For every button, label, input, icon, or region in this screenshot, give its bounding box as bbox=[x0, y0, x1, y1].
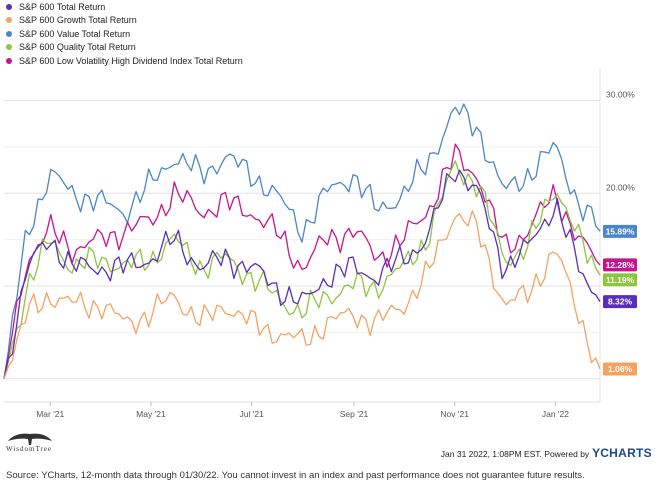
legend-swatch bbox=[6, 17, 12, 24]
series-line bbox=[3, 143, 601, 379]
x-tick-label: May '21 bbox=[136, 409, 166, 419]
end-label-bg bbox=[603, 273, 637, 287]
series-end-label: 15.89% bbox=[603, 224, 637, 238]
legend-item[interactable]: S&P 600 Quality Total Return bbox=[6, 41, 243, 55]
series-line bbox=[3, 169, 601, 379]
series-lines bbox=[3, 103, 601, 380]
x-tick-label: Sep '21 bbox=[340, 409, 369, 419]
legend-label: S&P 600 Value Total Return bbox=[19, 28, 131, 39]
end-label-text: 1.06% bbox=[608, 364, 633, 374]
legend-label: S&P 600 Low Volatility High Dividend Ind… bbox=[19, 55, 243, 66]
series-end-label: 8.32% bbox=[603, 295, 637, 309]
end-labels: 15.89% 12.28% 11.19% 8.32% 1.06% bbox=[603, 224, 637, 376]
end-label-text: 11.19% bbox=[606, 275, 635, 285]
y-tick-label: 30.00% bbox=[606, 89, 635, 99]
end-label-bg bbox=[603, 224, 637, 238]
chart-legend: S&P 600 Total Return S&P 600 Growth Tota… bbox=[6, 0, 243, 68]
grid-lines bbox=[4, 68, 601, 402]
x-axis: Mar '21 May '21 Jul '21 Sep '21 Nov '21 Jan '… bbox=[4, 401, 600, 419]
ycharts-logo-y[interactable]: Y bbox=[592, 446, 601, 460]
end-label-text: 12.28% bbox=[606, 260, 635, 270]
series-end-label: 1.06% bbox=[603, 362, 637, 376]
ycharts-logo-text[interactable]: CHARTS bbox=[600, 446, 652, 460]
x-tick-label: Nov '21 bbox=[440, 409, 469, 419]
x-tick-label: Jan '22 bbox=[542, 409, 569, 419]
wisdomtree-logo: WisdomTree bbox=[6, 432, 54, 453]
logo-text: WisdomTree bbox=[6, 445, 53, 453]
series-line bbox=[3, 210, 601, 380]
end-label-bg bbox=[603, 295, 637, 309]
legend-swatch bbox=[6, 44, 12, 51]
timestamp: Jan 31 2022, 1:08PM EST. Powered by Y CHA… bbox=[441, 446, 652, 460]
legend-item[interactable]: S&P 600 Total Return bbox=[6, 0, 243, 14]
series-line bbox=[3, 103, 601, 379]
end-label-bg bbox=[603, 362, 637, 376]
series-line bbox=[3, 160, 601, 379]
series-end-label: 12.28% bbox=[603, 258, 637, 272]
x-tick-label: Jul '21 bbox=[239, 409, 264, 419]
x-tick-label: Mar '21 bbox=[36, 409, 64, 419]
legend-swatch bbox=[6, 57, 12, 64]
legend-item[interactable]: S&P 600 Growth Total Return bbox=[6, 14, 243, 28]
legend-item[interactable]: S&P 600 Value Total Return bbox=[6, 27, 243, 41]
series-end-label: 11.19% bbox=[603, 273, 637, 287]
legend-label: S&P 600 Total Return bbox=[19, 1, 106, 12]
legend-label: S&P 600 Growth Total Return bbox=[19, 15, 137, 26]
end-label-text: 15.89% bbox=[606, 226, 635, 236]
legend-item[interactable]: S&P 600 Low Volatility High Dividend Ind… bbox=[6, 54, 243, 68]
source-footnote: Source: YCharts, 12-month data through 0… bbox=[6, 470, 585, 481]
y-tick-label: 20.00% bbox=[606, 182, 635, 192]
legend-label: S&P 600 Quality Total Return bbox=[19, 42, 136, 53]
end-label-bg bbox=[603, 258, 637, 272]
legend-swatch bbox=[6, 30, 12, 37]
tree-icon bbox=[8, 433, 52, 445]
y-axis: 30.00% 20.00% bbox=[606, 89, 635, 192]
timestamp-text: Jan 31 2022, 1:08PM EST. Powered by bbox=[440, 449, 590, 459]
end-label-text: 8.32% bbox=[608, 297, 633, 307]
legend-swatch bbox=[6, 3, 12, 10]
